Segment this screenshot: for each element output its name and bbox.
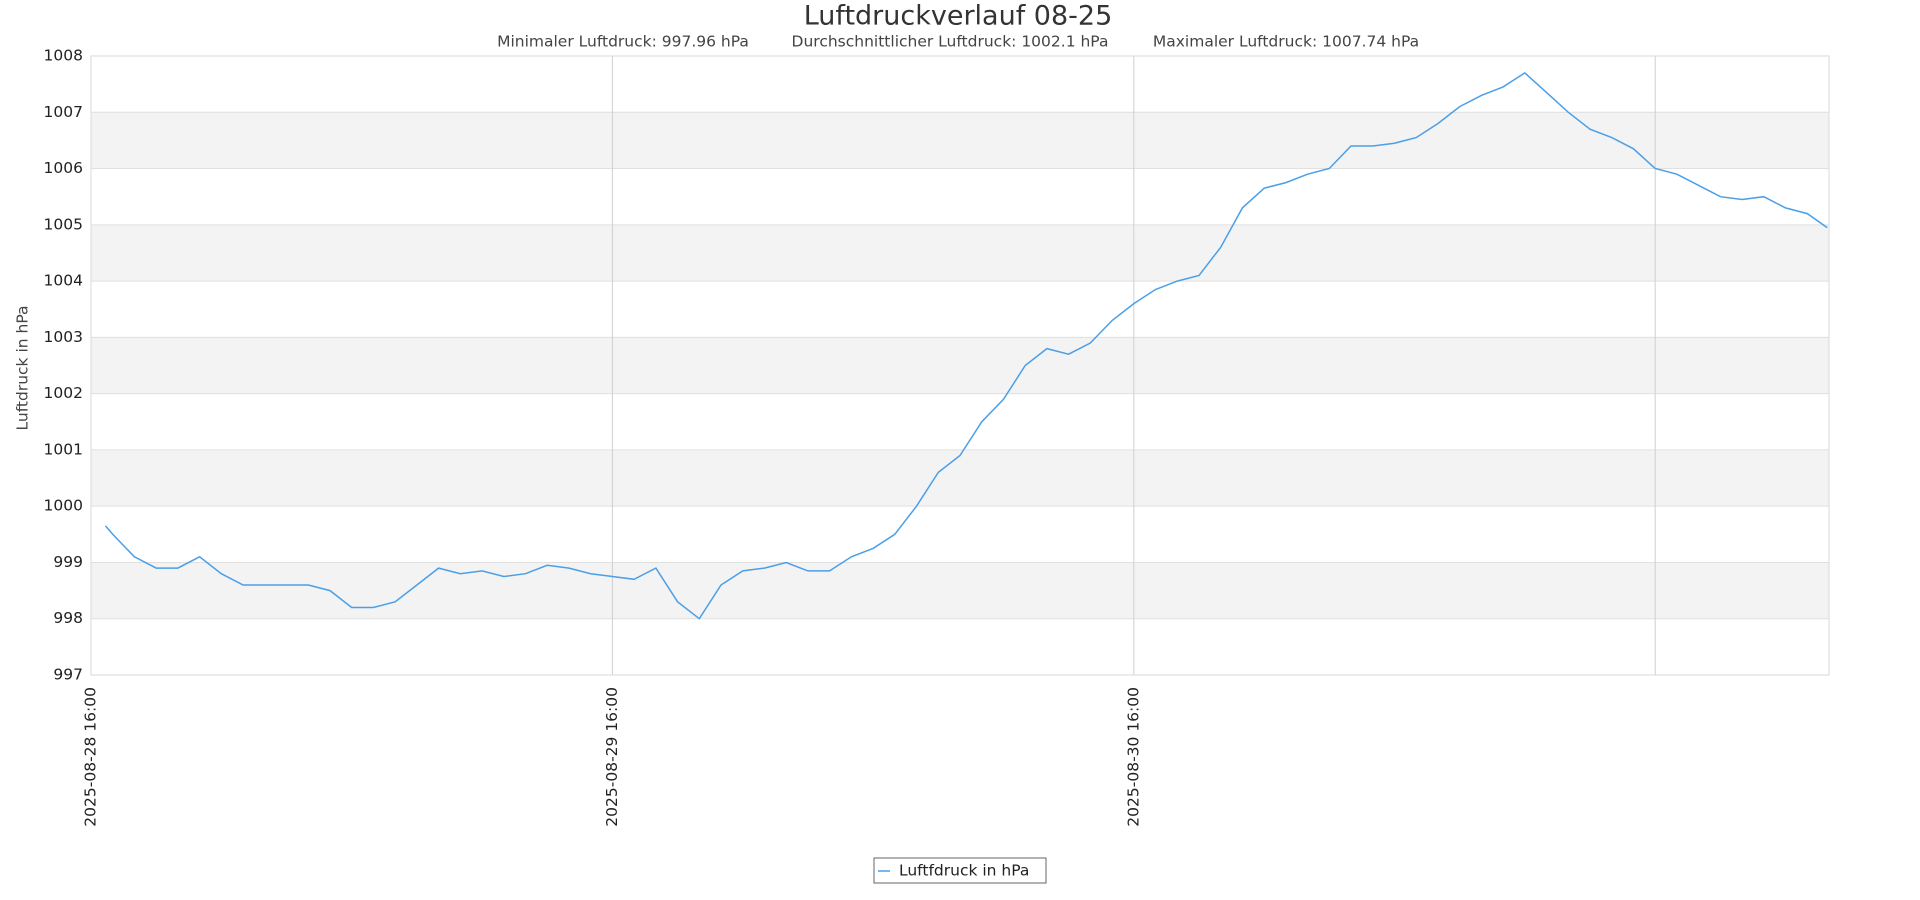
y-tick-label: 1003	[44, 328, 83, 346]
chart-title: Luftdruckverlauf 08-25	[804, 1, 1113, 32]
chart-subtitle: Minimaler Luftdruck: 997.96 hPa	[497, 33, 749, 51]
y-tick-label: 1007	[44, 103, 83, 121]
y-tick-label: 998	[53, 609, 83, 627]
y-tick-label: 1000	[44, 497, 83, 515]
grid-band	[91, 112, 1829, 169]
legend-box	[873, 857, 1047, 884]
grid-band	[91, 224, 1829, 282]
legend: Luftfdruck in hPa	[873, 857, 1047, 884]
grid-band	[91, 449, 1829, 507]
y-tick-label: 1006	[44, 159, 83, 177]
plot-frame	[90, 55, 1830, 676]
chart-subtitle: Maximaler Luftdruck: 1007.74 hPa	[1153, 33, 1419, 51]
y-tick-label: 1001	[44, 440, 83, 458]
x-tick-label: 2025-08-30 16:00	[1124, 687, 1142, 827]
y-tick-label: 1004	[44, 272, 83, 290]
x-tick-label: 2025-08-28 16:00	[82, 687, 100, 827]
grid-band	[91, 337, 1829, 394]
y-tick-label: 999	[53, 553, 83, 571]
y-tick-label: 1005	[44, 215, 83, 233]
chart-subtitle: Durchschnittlicher Luftdruck: 1002.1 hPa	[792, 33, 1109, 51]
legend-label: Luftfdruck in hPa	[899, 862, 1029, 880]
x-tick-label: 2025-08-29 16:00	[603, 687, 621, 827]
y-tick-label: 997	[53, 666, 83, 684]
data-line	[104, 71, 1828, 620]
y-axis-label: Luftdruck in hPa	[14, 306, 32, 431]
y-tick-label: 1008	[44, 47, 83, 65]
grid-band	[91, 562, 1829, 619]
y-tick-label: 1002	[44, 384, 83, 402]
